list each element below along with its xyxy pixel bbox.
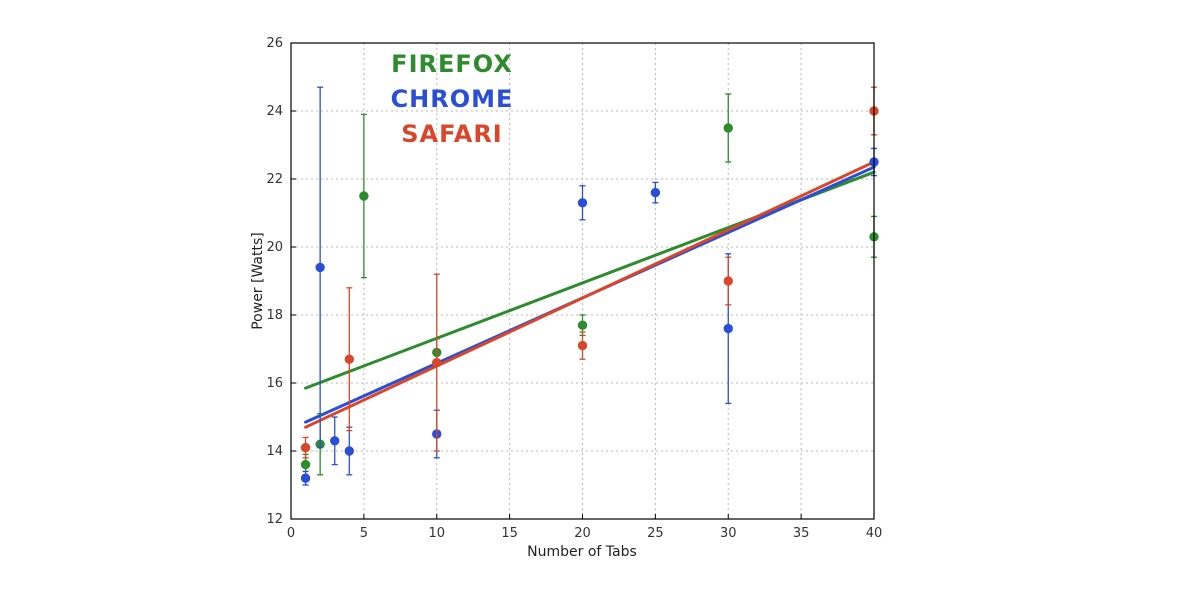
- tick-labels: 0 5 10 15 20 25 30 35 40 12 14 16 18 20 22 24 26: [266, 36, 882, 541]
- legend-firefox: FIREFOX: [391, 50, 513, 78]
- y-tick-label: 22: [266, 172, 283, 187]
- x-axis-title: Number of Tabs: [527, 544, 637, 560]
- y-tick-label: 24: [266, 104, 283, 119]
- x-tick-label: 25: [647, 526, 664, 541]
- x-tick-label: 40: [866, 526, 883, 541]
- y-tick-label: 18: [266, 308, 283, 323]
- x-tick-label: 5: [360, 526, 368, 541]
- safari-fit-line: [304, 160, 876, 429]
- y-axis-title: Power [Watts]: [250, 232, 266, 330]
- y-tick-label: 16: [266, 376, 283, 391]
- legend-safari: SAFARI: [401, 120, 502, 148]
- safari-data-point: [344, 354, 354, 364]
- x-tick-label: 35: [793, 526, 810, 541]
- chrome-data-point: [330, 436, 340, 446]
- data-points: [300, 86, 879, 486]
- safari-data-point: [577, 340, 588, 351]
- x-tick-label: 0: [287, 526, 295, 541]
- y-tick-label: 12: [266, 512, 283, 527]
- y-tick-label: 26: [266, 36, 283, 51]
- safari-data-point: [432, 357, 442, 368]
- fit-lines: [304, 160, 876, 429]
- chrome-data-point: [723, 323, 733, 334]
- y-tick-label: 14: [266, 444, 283, 459]
- safari-data-point: [723, 276, 733, 286]
- chrome-data-point: [577, 198, 588, 208]
- grid-layer: [290, 42, 875, 520]
- x-tick-label: 15: [501, 526, 518, 541]
- legend-chrome: CHROME: [391, 85, 514, 113]
- x-tick-label: 20: [574, 526, 591, 541]
- x-tick-label: 10: [428, 526, 445, 541]
- x-tick-label: 30: [720, 526, 737, 541]
- chrome-data-point: [344, 446, 354, 456]
- legend: FIREFOX CHROME SAFARI: [391, 50, 514, 148]
- chrome-data-point: [315, 262, 325, 273]
- safari-data-point: [300, 442, 311, 453]
- firefox-data-point: [300, 459, 311, 470]
- firefox-data-point: [577, 320, 588, 330]
- firefox-data-point: [359, 191, 369, 201]
- firefox-data-point: [723, 123, 733, 133]
- chrome-data-point: [650, 187, 661, 198]
- chrome-data-point: [300, 473, 311, 483]
- y-tick-label: 20: [266, 240, 283, 255]
